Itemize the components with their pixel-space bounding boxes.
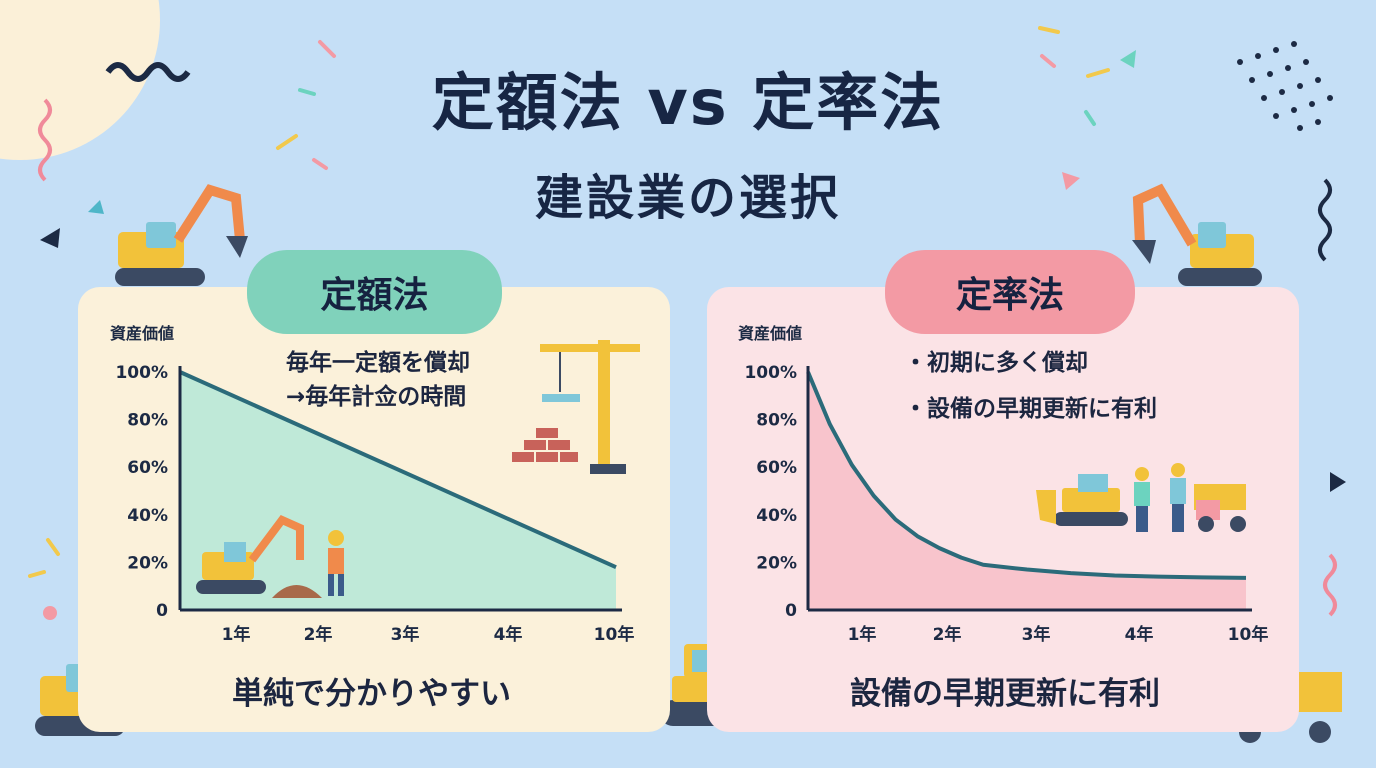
dot-decoration <box>43 606 57 620</box>
right-x-tick-label: 1年 <box>848 624 877 645</box>
page-subtitle: 建設業の選択 <box>534 170 841 226</box>
left-note-line-2: →毎年計佥の時間 <box>286 384 467 410</box>
left-x-tick-label: 4年 <box>494 624 523 645</box>
right-y-tick-label: 80% <box>756 411 797 431</box>
right-y-tick-label: 0 <box>785 601 797 621</box>
right-x-tick-label: 4年 <box>1125 624 1154 645</box>
right-x-tick-label: 2年 <box>933 624 962 645</box>
triangle-decoration <box>1120 50 1136 68</box>
declining-balance-pill: 定率法 <box>885 250 1135 334</box>
dot-grid-decoration <box>1237 41 1333 131</box>
right-y-tick-label: 100% <box>744 363 797 383</box>
right-x-tick-label: 3年 <box>1022 624 1051 645</box>
right-note-line-2: ・設備の早期更新に有利 <box>904 396 1157 422</box>
left-series-line <box>179 370 617 569</box>
bricks-icon <box>512 428 578 462</box>
left-y-tick-label: 40% <box>127 506 168 526</box>
right-series-line <box>806 371 1247 580</box>
right-y-tick-label: 20% <box>756 553 797 573</box>
excavator-icon <box>115 184 248 286</box>
left-x-tick-label: 10年 <box>594 624 635 645</box>
left-footer: 単純で分かりやすい <box>232 676 511 712</box>
right-y-tick-label: 40% <box>756 506 797 526</box>
triangle-decoration <box>1062 172 1080 190</box>
left-area-fill <box>180 372 616 610</box>
corner-circle-decoration <box>0 0 160 160</box>
right-footer: 設備の早期更新に有利 <box>850 676 1160 712</box>
excavator-icon <box>1132 183 1262 286</box>
bulldozer-workers-icon <box>1036 463 1246 532</box>
confetti-decoration <box>28 26 1110 578</box>
triangle-decoration <box>1330 472 1346 492</box>
left-y-tick-label: 20% <box>127 553 168 573</box>
worker-icon <box>328 530 344 596</box>
wave-decoration <box>105 62 191 82</box>
left-x-tick-label: 1年 <box>222 624 251 645</box>
left-note-line-1: 毎年一定額を償却 <box>286 350 470 376</box>
squiggle-decoration <box>1323 553 1337 617</box>
right-area-fill <box>808 372 1246 610</box>
right-y-tick-label: 60% <box>756 458 797 478</box>
right-x-tick-label: 10年 <box>1228 624 1269 645</box>
squiggle-decoration <box>1318 178 1332 262</box>
left-y-tick-label: 80% <box>127 411 168 431</box>
mini-excavator-icon <box>196 515 322 598</box>
right-y-axis-label: 資産価値 <box>738 324 803 343</box>
left-y-tick-label: 100% <box>115 363 168 383</box>
triangle-decoration <box>88 200 104 214</box>
right-note-line-1: ・初期に多く償却 <box>904 350 1088 376</box>
left-y-tick-label: 60% <box>127 458 168 478</box>
left-x-tick-label: 3年 <box>391 624 420 645</box>
squiggle-decoration <box>38 98 52 182</box>
straight-line-pill: 定額法 <box>247 250 502 334</box>
left-y-axis-label: 資産価値 <box>110 324 175 343</box>
left-x-tick-label: 2年 <box>304 624 333 645</box>
left-y-tick-label: 0 <box>156 601 168 621</box>
crane-icon <box>540 340 640 474</box>
page-title: 定額法 vs 定率法 <box>431 66 945 139</box>
triangle-decoration <box>40 228 60 248</box>
